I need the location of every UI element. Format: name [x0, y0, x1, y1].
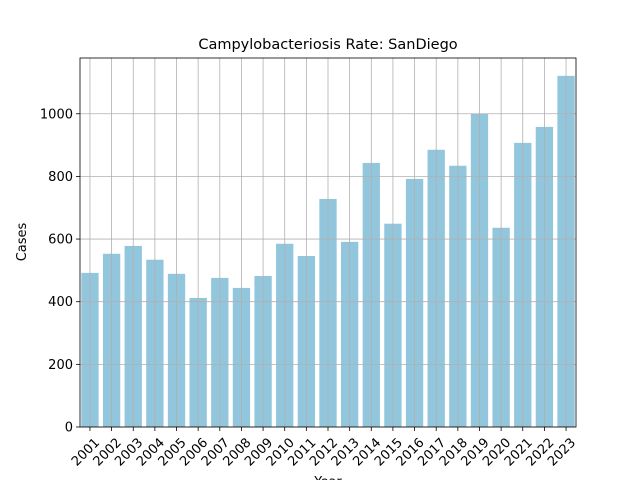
y-axis-label: Cases: [15, 222, 30, 261]
y-tick-label: 600: [48, 233, 73, 248]
y-tick-label: 800: [48, 170, 73, 185]
y-tick-label: 1000: [40, 107, 73, 122]
y-tick-label: 0: [65, 421, 73, 436]
y-tick-label: 200: [48, 358, 73, 373]
chart-title: Campylobacteriosis Rate: SanDiego: [198, 37, 457, 53]
x-axis-label: Year: [313, 475, 342, 480]
plot-frame: [79, 57, 577, 428]
y-tick-label: 400: [48, 295, 73, 310]
